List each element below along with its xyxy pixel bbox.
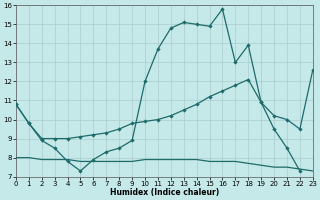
- X-axis label: Humidex (Indice chaleur): Humidex (Indice chaleur): [110, 188, 219, 197]
